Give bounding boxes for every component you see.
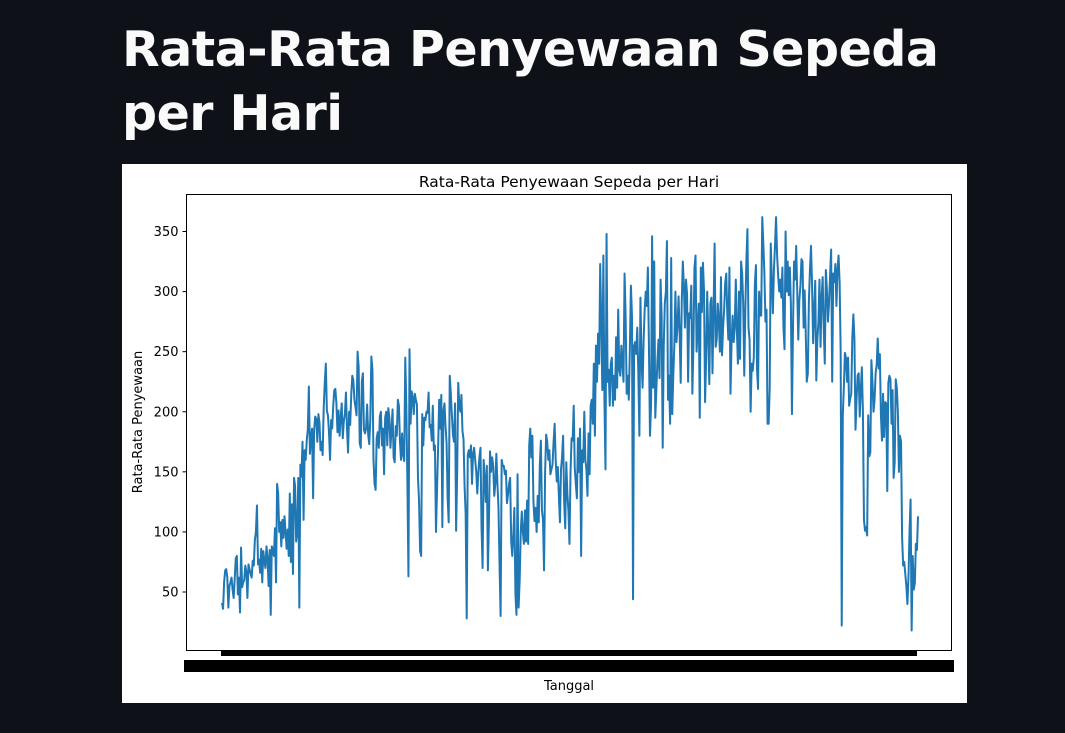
y-tick-label: 150 (154, 465, 179, 480)
series-line (221, 216, 919, 632)
plot-area (186, 194, 952, 651)
y-axis-ticks: 50 100 150 200 250 300 350 (154, 225, 187, 601)
chart-figure: Rata-Rata Penyewaan Sepeda per Hari Rata… (122, 164, 967, 703)
x-axis-label: Tanggal (543, 679, 594, 694)
y-axis-label: Rata-Rata Penyewaan (131, 351, 146, 494)
y-tick-label: 100 (154, 525, 179, 540)
page-title: Rata-Rata Penyewaan Sepeda per Hari (122, 21, 939, 142)
y-tick-label: 200 (154, 405, 179, 420)
y-tick-label: 250 (154, 345, 179, 360)
y-tick-label: 300 (154, 285, 179, 300)
y-tick-label: 50 (162, 586, 179, 601)
x-tick-labels-band (184, 660, 954, 672)
chart-title: Rata-Rata Penyewaan Sepeda per Hari (419, 173, 719, 191)
y-tick-label: 350 (154, 225, 179, 240)
x-tick-marks-band (221, 650, 917, 656)
line-chart: Rata-Rata Penyewaan Sepeda per Hari Rata… (131, 173, 954, 694)
